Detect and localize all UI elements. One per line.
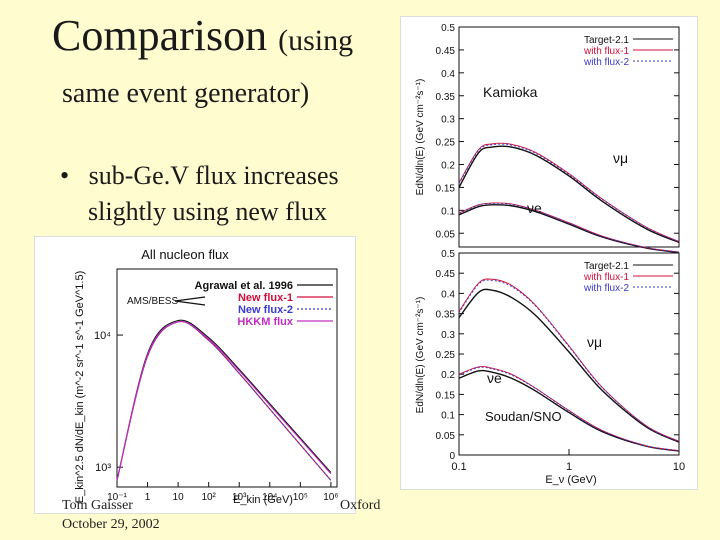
ams-bess-label: AMS/BESS: [127, 296, 178, 307]
nucleon-flux-xtick-label: 10³: [232, 492, 247, 503]
nucleon-flux-ytick-label: 10⁴: [94, 330, 111, 342]
nucleon-flux-ylabel: E_kin^2.5 dN/dE_kin (m^-2 sr^-1 s^-1 GeV…: [74, 271, 86, 503]
nucleon-flux-series-line: [116, 320, 332, 481]
nucleon-flux-ytick-label: 10³: [95, 462, 111, 474]
nucleon-flux-legend-label: Agrawal et al. 1996: [195, 280, 293, 292]
soudan-label: Soudan/SNO: [485, 409, 562, 424]
neutrino-flux-chart: 0.5 0.45 0.4 0.35 0.3 0.25 0.2 0.15 0.1 0.05 0.5 0…: [400, 16, 698, 490]
soudan-series-line: [458, 279, 680, 443]
nucleon-flux-legend-label: New flux-1: [238, 292, 293, 304]
nucleon-flux-title: All nucleon flux: [141, 247, 229, 262]
bullet-line-2: slightly using new flux: [88, 197, 328, 226]
nucleon-flux-xtick-label: 1: [145, 492, 151, 503]
kamioka-ytick-label: 0.35: [436, 92, 456, 103]
ams-bess-arrow-2: [174, 300, 206, 306]
kamioka-ytick-label: 0.25: [436, 138, 456, 149]
slide-subtitle: same event generator): [62, 78, 310, 109]
nucleon-flux-xtick-label: 10⁻¹: [107, 492, 127, 503]
title-paren: (using: [278, 24, 354, 57]
nucleon-flux-xtick-label: 10⁵: [293, 492, 308, 503]
footer-author: Tom Gaisser: [62, 498, 133, 513]
kamioka-ytick-label: 0.4: [441, 69, 455, 80]
soudan-ytick-label: 0.3: [441, 330, 455, 341]
slide-title: Comparison (using: [52, 10, 353, 61]
soudan-ytick-label: 0.1: [441, 411, 455, 422]
soudan-legend-label: with flux-1: [583, 272, 629, 283]
nucleon-flux-series-line: [116, 320, 332, 481]
soudan-ytick-label: 0.5: [441, 249, 455, 260]
soudan-ytick-label: 0.4: [441, 289, 455, 300]
kamioka-legend-label: Target-2.1: [584, 35, 629, 46]
nucleon-flux-xlabel: E_kin (GeV): [233, 494, 293, 506]
soudan-series-line: [458, 288, 680, 443]
bullet-line-1: sub-Ge.V flux increases: [88, 161, 339, 190]
nucleon-flux-xtick-label: 10: [173, 492, 185, 503]
soudan-ytick-label: 0.45: [436, 269, 456, 280]
nucleon-flux-series-line: [116, 319, 332, 481]
nucleon-flux-xtick-label: 10²: [201, 492, 216, 503]
kamioka-series-line: [458, 143, 680, 243]
soudan-legend-label: with flux-2: [583, 283, 629, 294]
soudan-ytick-label: 0.35: [436, 310, 456, 321]
nucleon-flux-chart: All nucleon flux 10⁻¹ 1 10 10² 10³ 10⁴ 10⁵ 10⁶ …: [34, 236, 356, 514]
kamioka-ytick-label: 0.05: [436, 229, 456, 240]
kamioka-legend-label: with flux-1: [583, 46, 629, 57]
kamioka-ytick-label: 0.5: [441, 23, 455, 34]
bullet-dot: •: [60, 161, 70, 190]
soudan-xlabel: E_ν (GeV): [545, 474, 596, 486]
kamioka-series-line: [458, 145, 680, 244]
kamioka-nue-label: νe: [527, 200, 542, 216]
kamioka-ytick-label: 0.1: [441, 206, 455, 217]
soudan-nue-label: νe: [487, 370, 502, 386]
nucleon-flux-xtick-label: 10⁶: [323, 492, 338, 503]
kamioka-ytick-label: 0.15: [436, 183, 456, 194]
soudan-xtick-label: 0.1: [451, 461, 466, 473]
kamioka-series-line: [458, 202, 680, 253]
kamioka-numu-label: νμ: [613, 150, 628, 166]
soudan-ytick-label: 0.25: [436, 350, 456, 361]
kamioka-label: Kamioka: [483, 84, 538, 100]
nucleon-flux-xtick-label: 10⁴: [262, 492, 277, 503]
kamioka-ytick-label: 0.3: [441, 115, 455, 126]
nucleon-flux-series-line: [116, 320, 332, 481]
footer-date: October 29, 2002: [62, 517, 160, 532]
ams-bess-arrow-1: [174, 296, 206, 302]
kamioka-legend-label: with flux-2: [583, 57, 629, 68]
kamioka-series-line: [458, 204, 680, 254]
kamioka-ylabel: EdN/dln(E) (GeV cm⁻²s⁻¹): [415, 79, 426, 196]
nucleon-flux-legend-label: HKKM flux: [237, 316, 293, 328]
soudan-ytick-label: 0.15: [436, 390, 456, 401]
soudan-ytick-label: 0.2: [441, 370, 455, 381]
nucleon-flux-legend-label: New flux-2: [238, 304, 293, 316]
kamioka-ytick-label: 0.45: [436, 46, 456, 57]
kamioka-series-line: [458, 202, 680, 253]
kamioka-ytick-label: 0.2: [441, 161, 455, 172]
soudan-series-line: [458, 366, 680, 452]
kamioka-series-line: [458, 142, 680, 242]
nucleon-flux-frame: [116, 268, 338, 488]
bullet-item: • sub-Ge.V flux increases slightly using…: [60, 158, 339, 230]
footer-place: Oxford: [340, 498, 381, 513]
soudan-series-line: [458, 369, 680, 452]
kamioka-frame: [458, 26, 680, 248]
soudan-ylabel: EdN/dln(E) (GeV cm⁻²s⁻¹): [415, 297, 426, 414]
footer-left: Tom Gaisser October 29, 2002: [62, 496, 160, 534]
title-main: Comparison: [52, 11, 268, 60]
soudan-xtick-label: 1: [566, 461, 572, 473]
soudan-frame: [458, 252, 680, 456]
soudan-legend-label: Target-2.1: [584, 261, 629, 272]
soudan-series-line: [458, 366, 680, 452]
soudan-numu-label: νμ: [587, 334, 602, 350]
soudan-xtick-label: 10: [673, 461, 685, 473]
soudan-ytick-label: 0.05: [436, 431, 456, 442]
soudan-ytick-label: 0: [449, 451, 455, 462]
